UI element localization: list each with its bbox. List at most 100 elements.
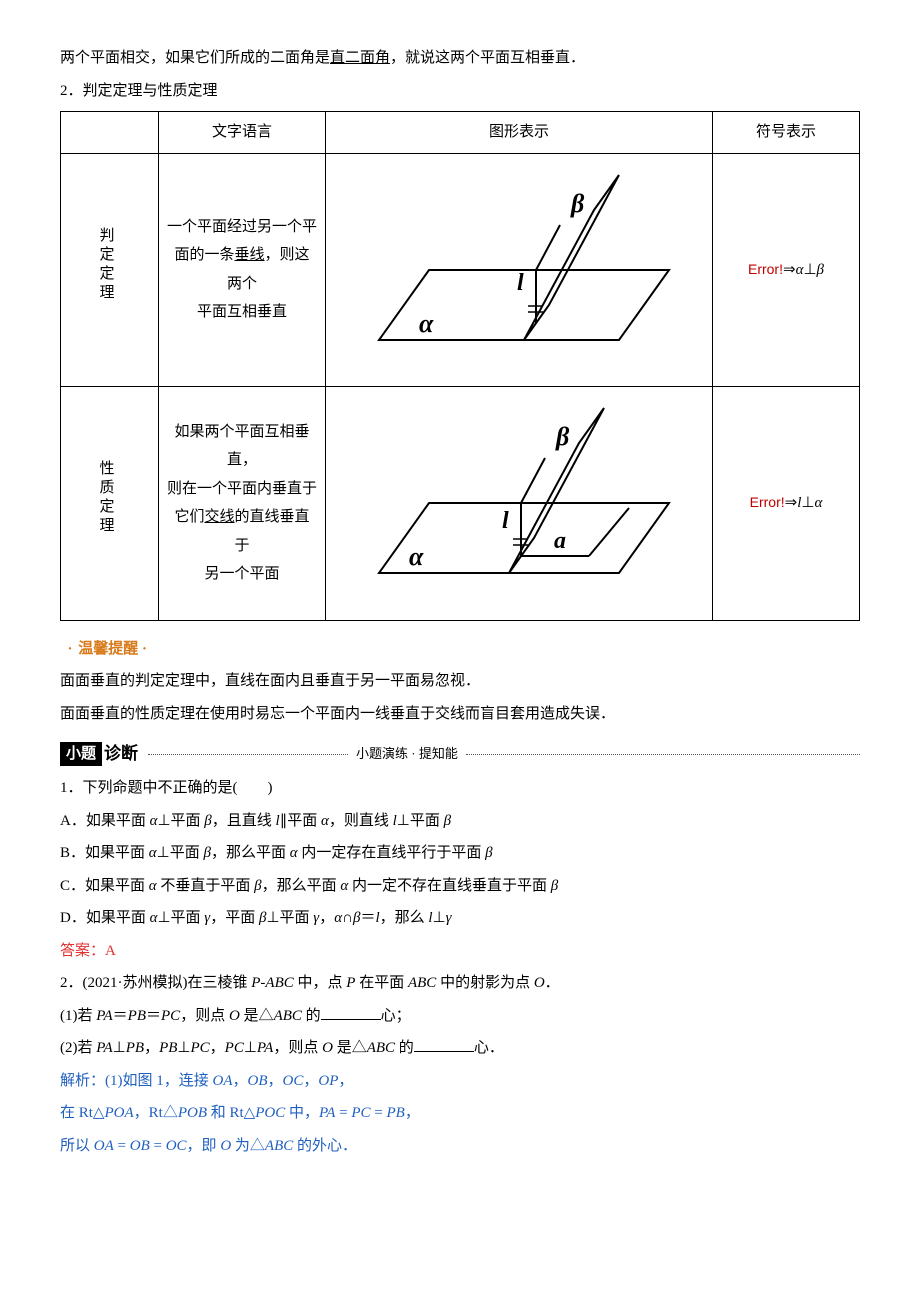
row2-desc-u: 交线	[204, 509, 234, 525]
q1D-m5: ∩	[342, 910, 353, 926]
q2p2-PA2: PA	[257, 1040, 273, 1056]
q1-optA: A．如果平面 α⊥平面 β，且直线 l∥平面 α，则直线 l⊥平面 β	[60, 807, 860, 836]
row1-beta: β	[570, 189, 585, 218]
reminder-heading: · 温馨提醒 ·	[60, 635, 860, 664]
q1D-m1: ⊥平面	[157, 910, 204, 926]
q1-stem: 1．下列命题中不正确的是( )	[60, 774, 860, 803]
row1-vlabel-text: 判定定理	[100, 227, 120, 303]
reminder-dot-left: ·	[68, 641, 75, 657]
q2s2-eq2: =	[371, 1105, 387, 1121]
q2s1-s2: ，	[268, 1073, 283, 1089]
q2s3-O: O	[220, 1138, 231, 1154]
q1B-m2: ，那么平面	[211, 845, 290, 861]
q1C-m3: 内一定不存在直线垂直于平面	[348, 878, 551, 894]
th-symbol: 符号表示	[713, 112, 860, 154]
q1D-m7: ，那么	[380, 910, 429, 926]
row2-arrow: ⇒	[785, 495, 798, 511]
qbar-mid: 小题演练 · 提知能	[356, 742, 458, 767]
q2s3-d: 的外心．	[293, 1138, 357, 1154]
reminder-dot-right: ·	[142, 641, 149, 657]
row1-desc-l2a: 面的一条	[174, 247, 234, 263]
intro-prefix: 两个平面相交，如果它们所成的二面角是	[60, 50, 330, 66]
q1D-g3: γ	[446, 910, 452, 926]
row2-err: Error!	[750, 494, 785, 510]
q1-optB: B．如果平面 α⊥平面 β，那么平面 α 内一定存在直线平行于平面 β	[60, 839, 860, 868]
q2s3-OB: OB	[130, 1138, 150, 1154]
q2-part1: (1)若 PA＝PB＝PC，则点 O 是△ABC 的心；	[60, 1002, 860, 1031]
row2-desc-l1: 如果两个平面互相垂直，	[174, 424, 309, 469]
q2s1-OP: OP	[318, 1073, 338, 1089]
row1-sym-perp: ⊥	[803, 262, 816, 278]
q2s2-eq1: =	[335, 1105, 351, 1121]
q2s3-eq1: =	[114, 1138, 130, 1154]
q2p1-blank	[321, 1002, 381, 1020]
q1-answer: 答案：A	[60, 937, 860, 966]
q2p1-O: O	[229, 1008, 240, 1024]
q2p2-O: O	[322, 1040, 333, 1056]
q2p2-a: (2)若	[60, 1040, 96, 1056]
row1-figure: α β l	[326, 153, 713, 387]
q1A-b2: β	[444, 813, 451, 829]
q2s3-c: 为△	[231, 1138, 265, 1154]
q2s1-s1: ，	[233, 1073, 248, 1089]
q1-ans-label: 答案：	[60, 943, 105, 959]
q2p2-PB2: PB	[159, 1040, 177, 1056]
q1D-m2: ，平面	[210, 910, 259, 926]
q2s3-a: 所以	[60, 1138, 94, 1154]
q2p2-f: 心．	[474, 1040, 504, 1056]
row1-desc: 一个平面经过另一个平 面的一条垂线，则这两个 平面互相垂直	[159, 153, 326, 387]
q2s1-s4: ，	[338, 1073, 353, 1089]
q2s3-b: ，即	[187, 1138, 221, 1154]
row1-vlabel: 判定定理	[61, 153, 159, 387]
q2p1-eq1: ＝	[113, 1008, 128, 1024]
row1-alpha: α	[419, 309, 434, 338]
q2p1-b: ，则点	[180, 1008, 229, 1024]
table-header-row: 文字语言 图形表示 符号表示	[61, 112, 860, 154]
qbar-black: 小题	[60, 742, 102, 766]
q1C-m2: ，那么平面	[262, 878, 341, 894]
q2s3-OC: OC	[166, 1138, 187, 1154]
row2-desc-l3b: 的直线垂直于	[234, 509, 309, 554]
q1D-pre: D．如果平面	[60, 910, 150, 926]
q2p1-ABC: ABC	[274, 1008, 302, 1024]
row2-desc: 如果两个平面互相垂直， 则在一个平面内垂直于 它们交线的直线垂直于 另一个平面	[159, 387, 326, 621]
intro-text: 两个平面相交，如果它们所成的二面角是直二面角，就说这两个平面互相垂直．	[60, 44, 860, 73]
row2-vlabel-text: 性质定理	[100, 460, 120, 536]
reminder-line2: 面面垂直的性质定理在使用时易忘一个平面内一线垂直于交线而盲目套用造成失误．	[60, 700, 860, 729]
q2s2-end: ，	[405, 1105, 420, 1121]
th-text: 文字语言	[159, 112, 326, 154]
q1A-m1: ⊥平面	[157, 813, 204, 829]
th-figure: 图形表示	[326, 112, 713, 154]
q1B-b2: β	[485, 845, 492, 861]
q2p2-PC: PC	[190, 1040, 209, 1056]
q2s-b: 中，点	[294, 975, 347, 991]
q1C-b2: β	[551, 878, 558, 894]
q1-ans-value: A	[105, 943, 116, 959]
row2-beta: β	[555, 422, 570, 451]
q2s3-eq2: =	[150, 1138, 166, 1154]
row1-desc-u: 垂线	[234, 247, 264, 263]
q1D-m3: ⊥平面	[266, 910, 313, 926]
subheading-2: 2．判定定理与性质定理	[60, 77, 860, 106]
q1C-b1: β	[254, 878, 261, 894]
q2s-e: ．	[545, 975, 560, 991]
q2s2-PA: PA	[319, 1105, 335, 1121]
row2-figure: α β l a	[326, 387, 713, 621]
reminder-line1: 面面垂直的判定定理中，直线在面内且垂直于另一平面易忽视．	[60, 667, 860, 696]
q1A-a2: α	[321, 813, 329, 829]
q1A-pre: A．如果平面	[60, 813, 150, 829]
reminder-label: 温馨提醒	[78, 640, 138, 657]
q2p2-b1: ，	[144, 1040, 159, 1056]
q1A-m3b: ⊥平面	[397, 813, 444, 829]
q2p1-a: (1)若	[60, 1008, 96, 1024]
q2s2-b: ，Rt△	[134, 1105, 178, 1121]
q2-sol-line1: 解析：(1)如图 1，连接 OA，OB，OC，OP，	[60, 1067, 860, 1096]
question-bar: 小题 诊断 小题演练 · 提知能	[60, 742, 860, 766]
q1B-m1: ⊥平面	[157, 845, 204, 861]
q2p2-c: ，则点	[273, 1040, 322, 1056]
q1-optC: C．如果平面 α 不垂直于平面 β，那么平面 α 内一定不存在直线垂直于平面 β	[60, 872, 860, 901]
qbar-dots-right	[466, 753, 860, 755]
table-row-property: 性质定理 如果两个平面互相垂直， 则在一个平面内垂直于 它们交线的直线垂直于 另…	[61, 387, 860, 621]
q2s2-a: 在 Rt△	[60, 1105, 104, 1121]
q2s2-PB: PB	[387, 1105, 405, 1121]
